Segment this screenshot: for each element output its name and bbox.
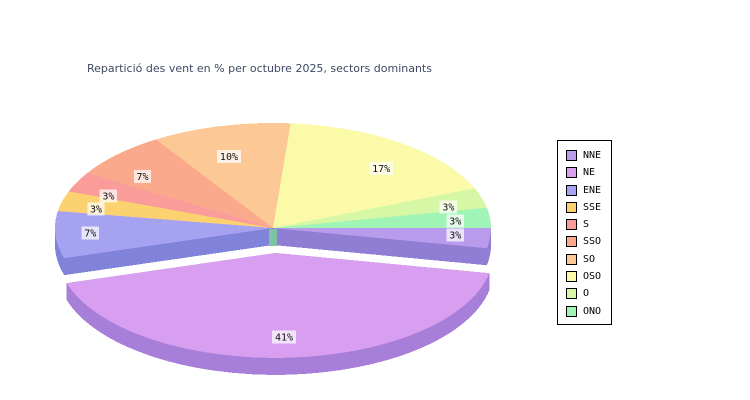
legend-swatch-SSE bbox=[566, 201, 577, 213]
pie-slice-O bbox=[273, 188, 487, 228]
svg-text:41%: 41% bbox=[275, 332, 293, 343]
legend-swatch-SSO bbox=[566, 236, 577, 248]
legend-label: NE bbox=[583, 167, 596, 179]
chart-title: Repartició des vent en % per octubre 202… bbox=[87, 62, 432, 75]
legend-item-O: O bbox=[566, 288, 605, 300]
svg-text:3%: 3% bbox=[449, 216, 461, 227]
slice-label-SSO: 7% bbox=[133, 169, 152, 183]
slice-label-NE: 41% bbox=[272, 330, 296, 344]
pie-rim-NNE bbox=[486, 228, 491, 266]
pie-slice-S bbox=[68, 173, 274, 228]
legend-item-NNE: NNE bbox=[566, 150, 605, 161]
legend-swatch-OSO bbox=[566, 271, 577, 283]
svg-text:7%: 7% bbox=[84, 228, 96, 239]
legend-swatch-SO bbox=[566, 253, 577, 265]
pie-center-wall-artifact bbox=[269, 229, 277, 246]
pie-slice-NE bbox=[66, 252, 490, 358]
legend-label: ONO bbox=[583, 305, 602, 317]
slice-label-SO: 10% bbox=[217, 150, 241, 164]
pie-cut-wall-ENE bbox=[64, 228, 273, 276]
pie-slice-ONO bbox=[273, 207, 491, 228]
slice-label-ONO: 3% bbox=[446, 214, 464, 228]
legend-label: OSO bbox=[583, 271, 602, 283]
legend-item-ONO: ONO bbox=[566, 305, 605, 317]
pie-slice-SSO bbox=[87, 139, 273, 228]
svg-text:7%: 7% bbox=[136, 172, 148, 183]
legend-label: S bbox=[583, 219, 590, 231]
pie-slice-NNE bbox=[273, 228, 491, 249]
slice-label-S: 3% bbox=[99, 189, 118, 203]
legend-swatch-S bbox=[566, 219, 577, 231]
legend-swatch-NNE bbox=[566, 150, 577, 161]
legend-label: ENE bbox=[583, 184, 602, 196]
legend-label: SO bbox=[583, 253, 596, 265]
legend-item-SSO: SSO bbox=[566, 236, 605, 248]
legend-item-OSO: OSO bbox=[566, 271, 605, 283]
legend-item-SO: SO bbox=[566, 253, 605, 265]
legend-label: SSE bbox=[583, 201, 602, 213]
slice-label-SSE: 3% bbox=[87, 202, 105, 216]
svg-text:10%: 10% bbox=[220, 152, 238, 163]
legend-label: NNE bbox=[583, 150, 602, 161]
legend-box: NNE NE ENE SSE S SSO SO OSO O ONO bbox=[557, 140, 612, 325]
legend-item-ENE: ENE bbox=[566, 184, 605, 196]
legend-label: O bbox=[583, 288, 590, 300]
pie-rim-ENE bbox=[55, 228, 65, 276]
legend-item-SSE: SSE bbox=[566, 201, 605, 213]
legend-item-S: S bbox=[566, 219, 605, 231]
slice-label-ENE: 7% bbox=[81, 226, 99, 240]
legend-label: SSO bbox=[583, 236, 602, 248]
slice-label-NNE: 3% bbox=[446, 228, 464, 242]
svg-text:17%: 17% bbox=[372, 164, 390, 175]
pie-slice-SO bbox=[155, 123, 291, 228]
svg-text:3%: 3% bbox=[90, 205, 102, 216]
svg-text:3%: 3% bbox=[102, 191, 114, 202]
slice-label-OSO: 17% bbox=[369, 162, 393, 176]
legend-swatch-O bbox=[566, 288, 577, 300]
pie-cut-wall-NNE bbox=[273, 228, 487, 266]
svg-text:3%: 3% bbox=[449, 231, 461, 242]
slice-label-O: 3% bbox=[439, 200, 458, 214]
legend-swatch-NE bbox=[566, 167, 577, 179]
legend-item-NE: NE bbox=[566, 167, 605, 179]
pie-slice-OSO bbox=[273, 123, 475, 228]
pie-slice-ENE bbox=[54, 211, 273, 259]
legend-swatch-ENE bbox=[566, 184, 577, 196]
legend-swatch-ONO bbox=[566, 305, 577, 317]
svg-text:3%: 3% bbox=[442, 202, 454, 213]
pie-rim-NE bbox=[66, 273, 490, 375]
